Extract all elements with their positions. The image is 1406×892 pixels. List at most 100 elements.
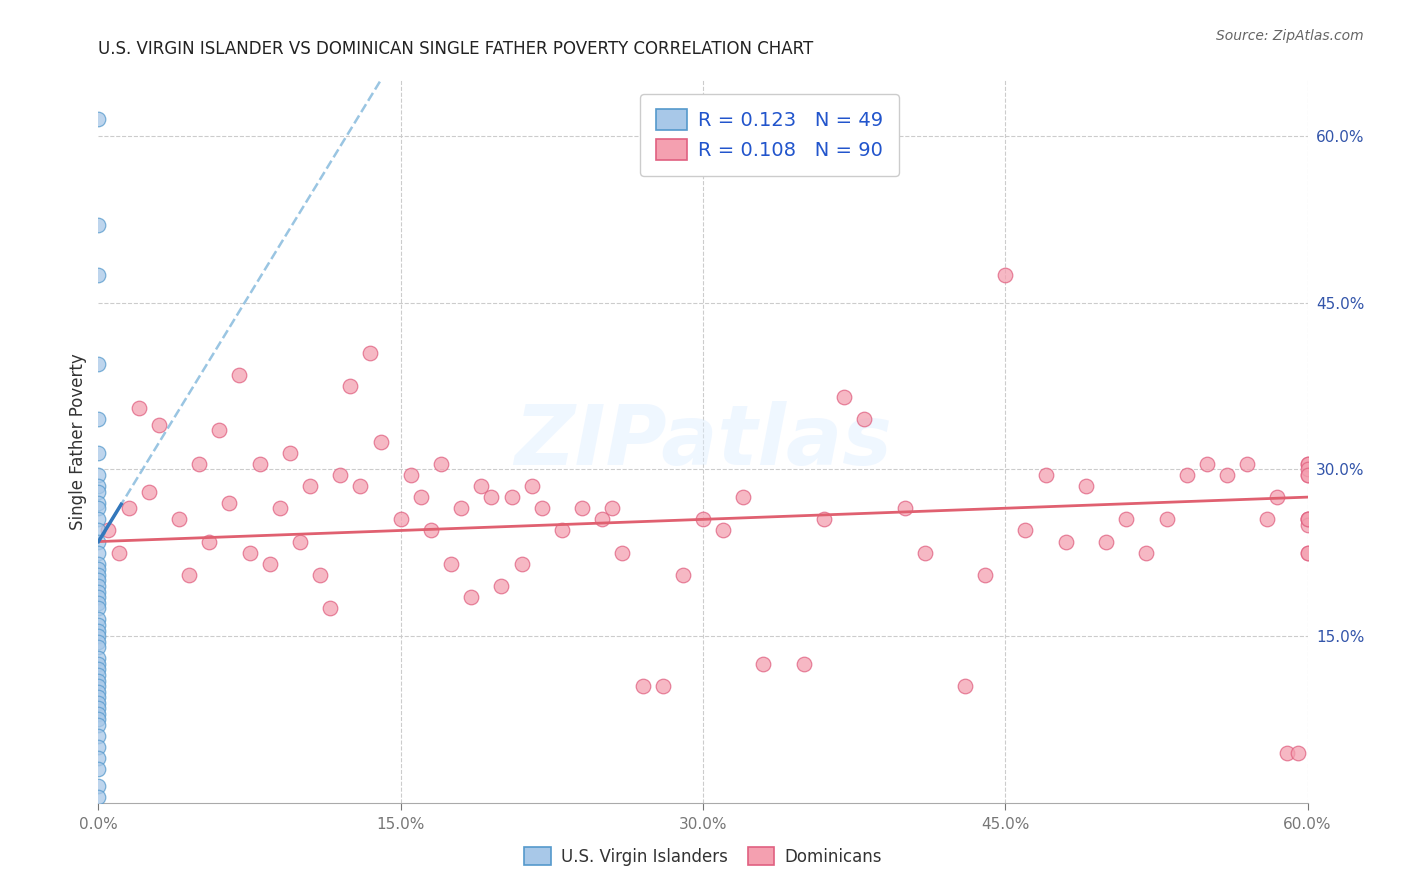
Point (1267, 490, 1289, 504)
Point (299, 479, 322, 493)
Point (228, 368, 250, 382)
Point (409, 490, 432, 504)
Point (138, 484, 160, 499)
Point (87, 629, 110, 643)
Point (399, 467, 422, 482)
Point (278, 445, 301, 459)
Point (87, 534, 110, 549)
Point (118, 501, 141, 516)
Point (1256, 512, 1278, 526)
Point (87, 729, 110, 743)
Text: U.S. VIRGIN ISLANDER VS DOMINICAN SINGLE FATHER POVERTY CORRELATION CHART: U.S. VIRGIN ISLANDER VS DOMINICAN SINGLE… (98, 40, 814, 58)
Point (87, 790, 110, 805)
Point (87, 751, 110, 765)
Point (1195, 457, 1218, 471)
Point (87, 662, 110, 676)
Point (1296, 512, 1319, 526)
Point (1014, 524, 1036, 538)
Point (813, 512, 835, 526)
Point (87, 268, 110, 282)
Point (87, 634, 110, 648)
Point (249, 457, 271, 471)
Point (370, 434, 392, 449)
Point (87, 779, 110, 793)
Point (87, 568, 110, 582)
Point (87, 479, 110, 493)
Point (319, 601, 342, 615)
Point (87, 763, 110, 777)
Point (87, 673, 110, 688)
Point (360, 345, 382, 359)
Point (1296, 517, 1319, 532)
Point (853, 412, 876, 426)
Point (349, 479, 371, 493)
Y-axis label: Single Father Poverty: Single Father Poverty (69, 353, 87, 530)
Point (974, 568, 997, 582)
Point (239, 546, 262, 560)
Text: ZIPatlas: ZIPatlas (515, 401, 891, 482)
Point (87, 601, 110, 615)
Point (1296, 462, 1319, 476)
Point (87, 590, 110, 604)
Point (1035, 467, 1057, 482)
Point (420, 524, 443, 538)
Point (1095, 534, 1118, 549)
Point (1296, 457, 1319, 471)
Point (591, 512, 613, 526)
Point (87, 740, 110, 755)
Text: Source: ZipAtlas.com: Source: ZipAtlas.com (1216, 29, 1364, 43)
Point (460, 590, 482, 604)
Point (1135, 546, 1157, 560)
Point (87, 657, 110, 671)
Point (501, 490, 523, 504)
Point (692, 512, 714, 526)
Point (1296, 467, 1319, 482)
Point (440, 557, 463, 571)
Point (87, 579, 110, 593)
Point (551, 524, 574, 538)
Point (87, 612, 110, 626)
Point (179, 568, 201, 582)
Point (1156, 512, 1178, 526)
Point (87, 546, 110, 560)
Point (97, 524, 120, 538)
Point (87, 596, 110, 610)
Point (1296, 546, 1319, 560)
Point (87, 557, 110, 571)
Point (87, 684, 110, 698)
Point (1296, 457, 1319, 471)
Point (1115, 512, 1137, 526)
Point (520, 479, 543, 493)
Point (87, 618, 110, 632)
Point (430, 457, 453, 471)
Point (1277, 746, 1299, 760)
Point (87, 690, 110, 705)
Point (893, 501, 915, 516)
Point (651, 679, 673, 693)
Point (198, 534, 221, 549)
Point (481, 490, 503, 504)
Point (832, 390, 855, 404)
Point (612, 546, 634, 560)
Point (914, 546, 936, 560)
Point (752, 657, 775, 671)
Point (510, 557, 533, 571)
Point (208, 424, 231, 438)
Point (269, 501, 291, 516)
Point (953, 679, 976, 693)
Point (672, 568, 695, 582)
Point (87, 640, 110, 655)
Point (491, 579, 513, 593)
Point (87, 701, 110, 715)
Point (87, 501, 110, 516)
Point (450, 501, 472, 516)
Point (87, 713, 110, 727)
Point (602, 501, 624, 516)
Point (87, 651, 110, 665)
Point (309, 568, 332, 582)
Point (1216, 467, 1239, 482)
Point (1054, 534, 1077, 549)
Point (994, 268, 1017, 282)
Point (1296, 512, 1319, 526)
Point (148, 417, 170, 432)
